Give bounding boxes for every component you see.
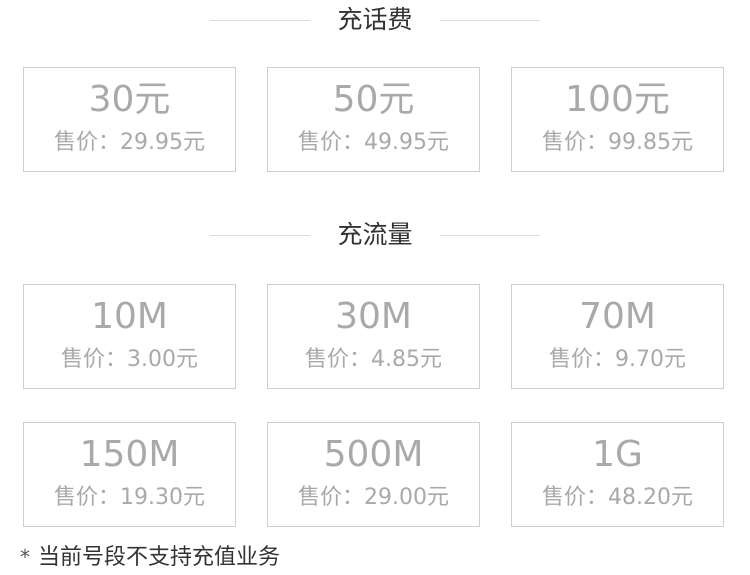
price-value: 3.00元 [127, 347, 198, 372]
unsupported-notice: * 当前号段不支持充值业务 [20, 540, 280, 575]
price-label: 售价： [542, 485, 609, 510]
card-price: 售价：19.30元 [24, 483, 235, 513]
credit-card-option-100[interactable]: 100元 售价：99.85元 [511, 67, 724, 172]
price-value: 29.00元 [364, 485, 449, 510]
section-title-label: 充流量 [337, 220, 413, 249]
card-amount: 150M [79, 434, 180, 475]
price-value: 9.70元 [615, 347, 686, 372]
price-label: 售价： [298, 130, 365, 155]
data-card-option-1g[interactable]: 1G 售价：48.20元 [511, 422, 724, 527]
card-amount: 500M [323, 434, 424, 475]
price-value: 19.30元 [120, 485, 205, 510]
credit-card-option-50[interactable]: 50元 售价：49.95元 [267, 67, 480, 172]
price-label: 售价： [60, 347, 127, 372]
price-label: 售价： [542, 130, 609, 155]
card-amount: 30元 [88, 79, 171, 120]
card-price: 售价：29.00元 [268, 483, 479, 513]
section-title-label: 充话费 [337, 5, 413, 34]
data-card-option-10m[interactable]: 10M 售价：3.00元 [23, 284, 236, 389]
data-card-option-30m[interactable]: 30M 售价：4.85元 [267, 284, 480, 389]
card-amount: 100元 [565, 79, 670, 120]
price-label: 售价： [304, 347, 371, 372]
card-price: 售价：29.95元 [24, 128, 235, 158]
notice-text: 当前号段不支持充值业务 [38, 545, 281, 570]
price-value: 48.20元 [608, 485, 693, 510]
card-amount: 50元 [332, 79, 415, 120]
asterisk-icon: * [20, 545, 30, 569]
card-price: 售价：9.70元 [512, 345, 723, 375]
price-value: 49.95元 [364, 130, 449, 155]
data-card-option-70m[interactable]: 70M 售价：9.70元 [511, 284, 724, 389]
divider-left [210, 20, 310, 21]
card-amount: 70M [579, 296, 656, 337]
data-card-option-150m[interactable]: 150M 售价：19.30元 [23, 422, 236, 527]
price-value: 29.95元 [120, 130, 205, 155]
card-price: 售价：99.85元 [512, 128, 723, 158]
divider-right [440, 235, 540, 236]
divider-left [210, 235, 310, 236]
price-label: 售价： [54, 485, 121, 510]
price-value: 4.85元 [371, 347, 442, 372]
card-price: 售价：3.00元 [24, 345, 235, 375]
section-title-data: 充流量 [0, 215, 750, 255]
price-label: 售价： [298, 485, 365, 510]
price-value: 99.85元 [608, 130, 693, 155]
card-price: 售价：48.20元 [512, 483, 723, 513]
card-amount: 30M [335, 296, 412, 337]
credit-card-option-30[interactable]: 30元 售价：29.95元 [23, 67, 236, 172]
price-label: 售价： [548, 347, 615, 372]
divider-right [440, 20, 540, 21]
card-price: 售价：4.85元 [268, 345, 479, 375]
data-card-option-500m[interactable]: 500M 售价：29.00元 [267, 422, 480, 527]
card-price: 售价：49.95元 [268, 128, 479, 158]
card-amount: 10M [91, 296, 168, 337]
price-label: 售价： [54, 130, 121, 155]
card-amount: 1G [592, 434, 643, 475]
section-title-call-credit: 充话费 [0, 0, 750, 40]
